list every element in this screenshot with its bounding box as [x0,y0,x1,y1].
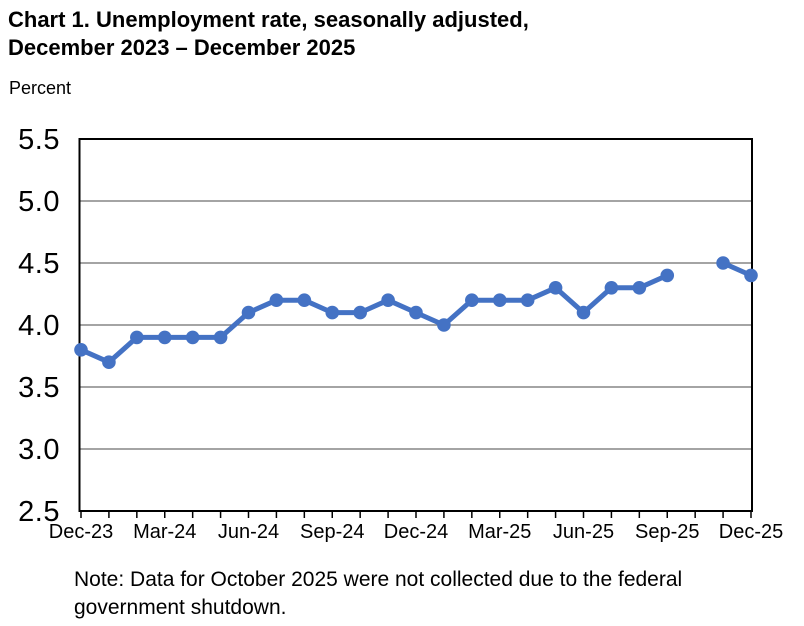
plot-border [78,138,753,512]
x-axis-tick-label: Dec-25 [719,521,783,543]
x-axis-tick-label: Jun-24 [218,521,279,543]
data-point [548,281,563,295]
chart-title: Chart 1. Unemployment rate, seasonally a… [8,6,529,62]
data-point [576,305,591,320]
data-point [241,305,256,320]
y-axis-tick-label: 3.0 [18,434,60,466]
data-point [437,318,451,332]
data-point [716,256,730,270]
x-axis-tick-label: Mar-24 [133,521,196,543]
data-point [744,268,758,283]
data-point [492,293,507,308]
data-point [269,293,284,308]
data-point [157,330,172,345]
data-point [465,293,479,308]
x-axis-tick-label: Sep-24 [300,521,365,543]
y-axis-tick-label: 4.0 [18,310,60,342]
data-point [325,305,340,320]
y-axis-tick-label: 5.0 [18,186,60,218]
data-point [520,293,535,308]
x-axis-tick-label: Jun-25 [553,521,614,543]
data-point [297,293,312,308]
chart-footnote: Note: Data for October 2025 were not col… [74,568,683,619]
data-point [632,281,647,295]
x-axis-tick-label: Mar-25 [468,521,531,543]
data-line-segment [78,272,670,365]
data-point [185,330,200,345]
data-point [102,355,116,370]
data-point [409,305,423,320]
y-axis-unit-label: Percent [9,78,72,98]
data-point [74,343,88,357]
data-point [660,268,675,283]
data-point [353,305,367,320]
chart-title-line-1: Chart 1. Unemployment rate, seasonally a… [8,7,529,32]
y-axis-tick-label: 5.5 [18,124,60,156]
y-axis-tick-label: 3.5 [18,372,60,404]
x-axis-tick-label: Dec-23 [49,521,113,543]
data-point [213,330,228,345]
y-axis-tick-label: 4.5 [18,248,60,280]
y-axis-tick-label: 2.5 [18,496,60,528]
x-axis-tick-label: Sep-25 [635,521,700,543]
chart-title-line-2: December 2023 – December 2025 [8,35,356,60]
data-point [604,281,619,295]
data-point [381,293,395,308]
data-point [130,330,144,345]
x-axis-tick-label: Dec-24 [384,521,448,543]
